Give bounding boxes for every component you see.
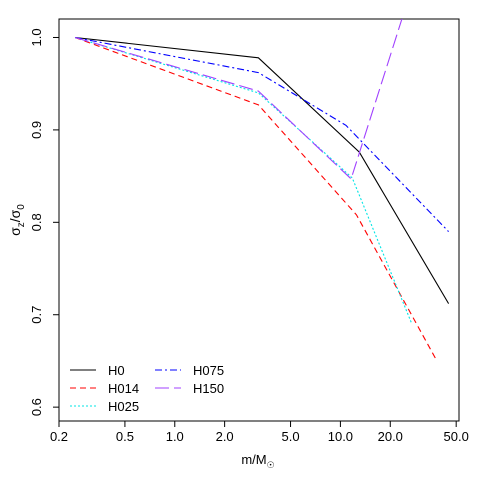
y-axis-label: σz/σ0 <box>7 204 27 236</box>
axis-ticks: 0.2 0.5 1.0 2.0 5.0 10.0 20.0 50.0 0.6 0.7 0.8 0.9 1… <box>29 28 469 444</box>
series-line-h014 <box>74 36 437 361</box>
x-tick-label: 20.0 <box>378 429 403 444</box>
svg-text:σz/σ0: σz/σ0 <box>7 204 27 236</box>
y-tick-label: 0.6 <box>29 398 44 416</box>
legend-label: H0 <box>108 363 125 378</box>
legend-label: H075 <box>193 363 224 378</box>
series-line-h0 <box>75 36 450 304</box>
y-tick-label: 0.7 <box>29 306 44 324</box>
x-tick-label: 5.0 <box>282 429 300 444</box>
x-tick-label: 10.0 <box>328 429 353 444</box>
x-tick-label: 2.0 <box>216 429 234 444</box>
plot-frame <box>58 18 460 422</box>
y-tick-label: 1.0 <box>29 28 44 46</box>
legend-label: H014 <box>108 381 139 396</box>
x-tick-label: 1.0 <box>166 429 184 444</box>
y-tick-label: 0.9 <box>29 121 44 139</box>
series-line-h075 <box>74 36 449 232</box>
x-tick-label: 0.5 <box>116 429 134 444</box>
legend-label: H150 <box>193 381 224 396</box>
x-tick-label: 0.2 <box>50 429 68 444</box>
x-axis-label: m/M☉ <box>241 452 274 470</box>
legend: H0 H014 H025 H075 H150 <box>70 363 224 414</box>
x-tick-label: 50.0 <box>444 429 469 444</box>
y-tick-label: 0.8 <box>29 213 44 231</box>
series-lines <box>74 19 450 361</box>
series-line-h150 <box>74 19 403 180</box>
series-line-h025 <box>74 36 413 325</box>
legend-label: H025 <box>108 399 139 414</box>
